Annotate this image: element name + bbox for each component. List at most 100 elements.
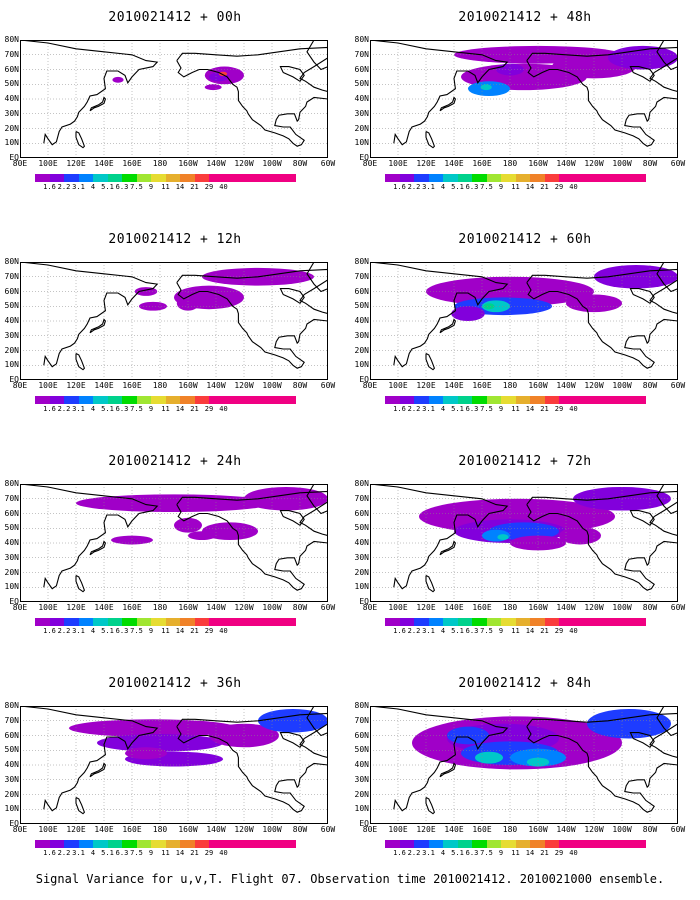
legend-swatch bbox=[573, 840, 588, 848]
latitude-label: EQ bbox=[359, 819, 369, 828]
latitude-label: 10N bbox=[354, 582, 369, 592]
variance-contour bbox=[76, 494, 272, 513]
legend-swatch bbox=[544, 618, 559, 626]
latitude-label: 70N bbox=[4, 715, 19, 725]
coastline bbox=[176, 46, 328, 147]
longitude-label: 80W bbox=[642, 159, 658, 168]
coastline bbox=[89, 318, 107, 334]
latitude-label: 10N bbox=[4, 804, 19, 814]
legend-swatch bbox=[602, 174, 617, 182]
coastline bbox=[176, 490, 328, 591]
latitude-label: 60N bbox=[4, 730, 19, 740]
longitude-label: 80W bbox=[292, 381, 308, 390]
legend-swatch bbox=[457, 618, 472, 626]
coastline bbox=[656, 262, 678, 293]
latitude-label: 10N bbox=[354, 138, 369, 148]
legend-label: 3.1 bbox=[422, 627, 435, 635]
longitude-label: 80E bbox=[362, 159, 378, 168]
legend-swatch bbox=[631, 840, 646, 848]
legend-swatch bbox=[64, 618, 79, 626]
legend-label: 3.1 bbox=[72, 183, 85, 191]
legend-swatch bbox=[428, 618, 443, 626]
legend-label: 1.6 bbox=[43, 627, 56, 635]
longitude-label: 160W bbox=[528, 381, 548, 390]
variance-contour bbox=[526, 757, 550, 767]
panel-title: 2010021412 + 00h bbox=[108, 10, 242, 25]
map-panel: 2010021412 + 60h 80N 70N 60N 50N 40N 30N 20N 10N… bbox=[350, 222, 700, 444]
legend-label: 9 bbox=[498, 849, 504, 857]
legend-swatch bbox=[49, 840, 64, 848]
legend-label: 29 bbox=[204, 849, 214, 857]
longitude-label: 100E bbox=[388, 603, 408, 612]
legend-swatch bbox=[136, 840, 151, 848]
coastline bbox=[526, 712, 678, 813]
coastline bbox=[20, 40, 159, 146]
coastline bbox=[439, 318, 457, 334]
longitude-label: 60W bbox=[320, 381, 336, 390]
legend-swatch bbox=[107, 174, 122, 182]
variance-contour bbox=[475, 751, 503, 764]
legend-swatch bbox=[515, 396, 530, 404]
longitude-label: 180 bbox=[152, 159, 168, 168]
legend-swatch bbox=[530, 396, 545, 404]
coastline bbox=[656, 706, 678, 737]
latitude-label: 60N bbox=[4, 64, 19, 74]
legend-swatch bbox=[107, 396, 122, 404]
legend-label: 6.3 bbox=[115, 405, 129, 413]
legend-swatch bbox=[136, 618, 151, 626]
legend-label: 29 bbox=[554, 849, 564, 857]
variance-map bbox=[20, 40, 328, 158]
latitude-label: 30N bbox=[354, 552, 369, 562]
longitude-label: 140W bbox=[556, 381, 576, 390]
legend-swatch bbox=[122, 618, 137, 626]
legend-swatch bbox=[64, 396, 79, 404]
legend-swatch bbox=[617, 174, 632, 182]
legend-label: 1.6 bbox=[393, 183, 406, 191]
variance-contour bbox=[176, 295, 200, 311]
legend-swatch bbox=[617, 840, 632, 848]
longitude-label: 120W bbox=[584, 381, 604, 390]
legend-label: 11 bbox=[161, 849, 170, 857]
coastline bbox=[629, 732, 655, 749]
longitude-label: 180 bbox=[502, 603, 518, 612]
legend-label: 4 bbox=[90, 849, 96, 857]
longitude-label: 100W bbox=[612, 603, 632, 612]
longitude-label: 160E bbox=[122, 825, 142, 834]
legend-swatch bbox=[281, 618, 296, 626]
latitude-label: 10N bbox=[354, 360, 369, 370]
legend-label: 7.5 bbox=[130, 183, 143, 191]
legend-swatch bbox=[472, 618, 487, 626]
map-panel: 2010021412 + 00h 80N 70N 60N 50N 40N 30N 20N 10N… bbox=[0, 0, 350, 222]
coastline bbox=[306, 484, 328, 515]
longitude-label: 80W bbox=[642, 825, 658, 834]
longitude-label: 140E bbox=[444, 381, 464, 390]
legend-label: 3.1 bbox=[422, 405, 435, 413]
legend-label: 4 bbox=[90, 183, 96, 191]
latitude-label: 80N bbox=[354, 35, 369, 44]
legend-label: 11 bbox=[161, 405, 170, 413]
longitude-label: 80E bbox=[12, 381, 28, 390]
legend-colorbar bbox=[385, 396, 646, 404]
longitude-label: 140E bbox=[94, 825, 114, 834]
latitude-label: 20N bbox=[354, 567, 369, 577]
legend-swatch bbox=[399, 618, 414, 626]
legend-swatch bbox=[414, 396, 429, 404]
coastline bbox=[279, 288, 305, 305]
variance-contour bbox=[209, 723, 279, 748]
legend-swatch bbox=[180, 618, 195, 626]
variance-contour bbox=[587, 708, 671, 739]
longitude-label: 140W bbox=[556, 603, 576, 612]
legend-swatch bbox=[252, 396, 267, 404]
legend-swatch bbox=[78, 174, 93, 182]
legend-label: 14 bbox=[175, 849, 185, 857]
longitude-label: 140E bbox=[94, 381, 114, 390]
latitude-label: 40N bbox=[354, 316, 369, 325]
longitude-label: 180 bbox=[502, 381, 518, 390]
legend-swatch bbox=[78, 618, 93, 626]
variance-contour bbox=[559, 526, 601, 545]
legend-swatch bbox=[209, 174, 224, 182]
legend-swatch bbox=[49, 618, 64, 626]
latitude-label: 30N bbox=[354, 774, 369, 784]
latitude-label: EQ bbox=[359, 597, 369, 606]
map-frame bbox=[20, 484, 328, 602]
